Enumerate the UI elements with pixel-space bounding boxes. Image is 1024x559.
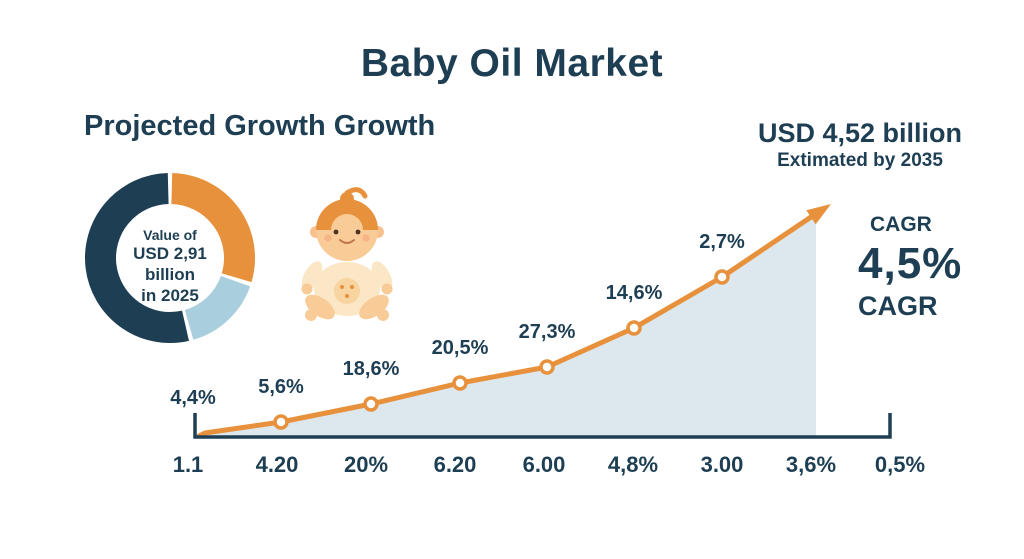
x-axis-label: 4,8% xyxy=(607,452,659,477)
cagr-label-top: CAGR xyxy=(870,213,932,236)
donut-center-line1: Value of xyxy=(143,227,197,243)
cagr-block: CAGR 4,5% CAGR xyxy=(858,214,962,320)
x-axis-label: 1.1 xyxy=(172,452,204,477)
donut-segment-navy xyxy=(85,173,189,343)
data-point-marker xyxy=(273,414,289,430)
arrow-head-icon xyxy=(806,204,831,225)
donut-center-text: Value of USD 2,91 billion in 2025 xyxy=(106,227,234,306)
cagr-value: 4,5% xyxy=(858,239,963,288)
donut-segment-orange xyxy=(170,173,255,283)
donut-center-line3: in 2025 xyxy=(141,285,199,305)
growth-area-chart xyxy=(193,204,892,439)
donut-segment-light-blue xyxy=(184,275,251,340)
donut-chart xyxy=(85,173,255,343)
point-label: 18,6% xyxy=(342,358,400,380)
x-axis-label: 6.00 xyxy=(522,452,566,477)
point-label: 5,6% xyxy=(258,376,304,398)
x-axis-label: 6.20 xyxy=(433,452,477,477)
page-title: Baby Oil Market xyxy=(360,42,664,85)
data-point-marker xyxy=(714,269,730,285)
x-axis xyxy=(193,413,892,439)
point-label: 20,5% xyxy=(431,337,489,359)
point-label: 14,6% xyxy=(605,282,663,304)
point-label: 4,4% xyxy=(170,387,216,409)
subtitle: Projected Growth Growth xyxy=(84,110,436,142)
data-point-marker xyxy=(363,396,379,412)
point-label: 27,3% xyxy=(518,321,576,343)
x-axis-label: 3.00 xyxy=(700,452,744,477)
baby-illustration xyxy=(301,187,393,321)
x-axis-label: 4.20 xyxy=(255,452,299,477)
data-point-marker xyxy=(539,359,555,375)
projection-value: USD 4,52 billion xyxy=(757,118,963,148)
point-label: 2,7% xyxy=(699,231,745,253)
area-fill xyxy=(205,214,816,437)
x-axis-label: 0,5% xyxy=(874,452,926,477)
data-point-marker xyxy=(452,375,468,391)
x-axis-label: 3,6% xyxy=(785,452,837,477)
data-point-marker xyxy=(626,320,642,336)
x-axis-label: 20% xyxy=(343,452,389,477)
projection-block: USD 4,52 billion Extimated by 2035 xyxy=(740,118,980,172)
donut-center-line2: USD 2,91 billion xyxy=(133,244,207,284)
cagr-label-bottom: CAGR xyxy=(858,291,938,321)
projection-caption: Extimated by 2035 xyxy=(777,149,943,171)
